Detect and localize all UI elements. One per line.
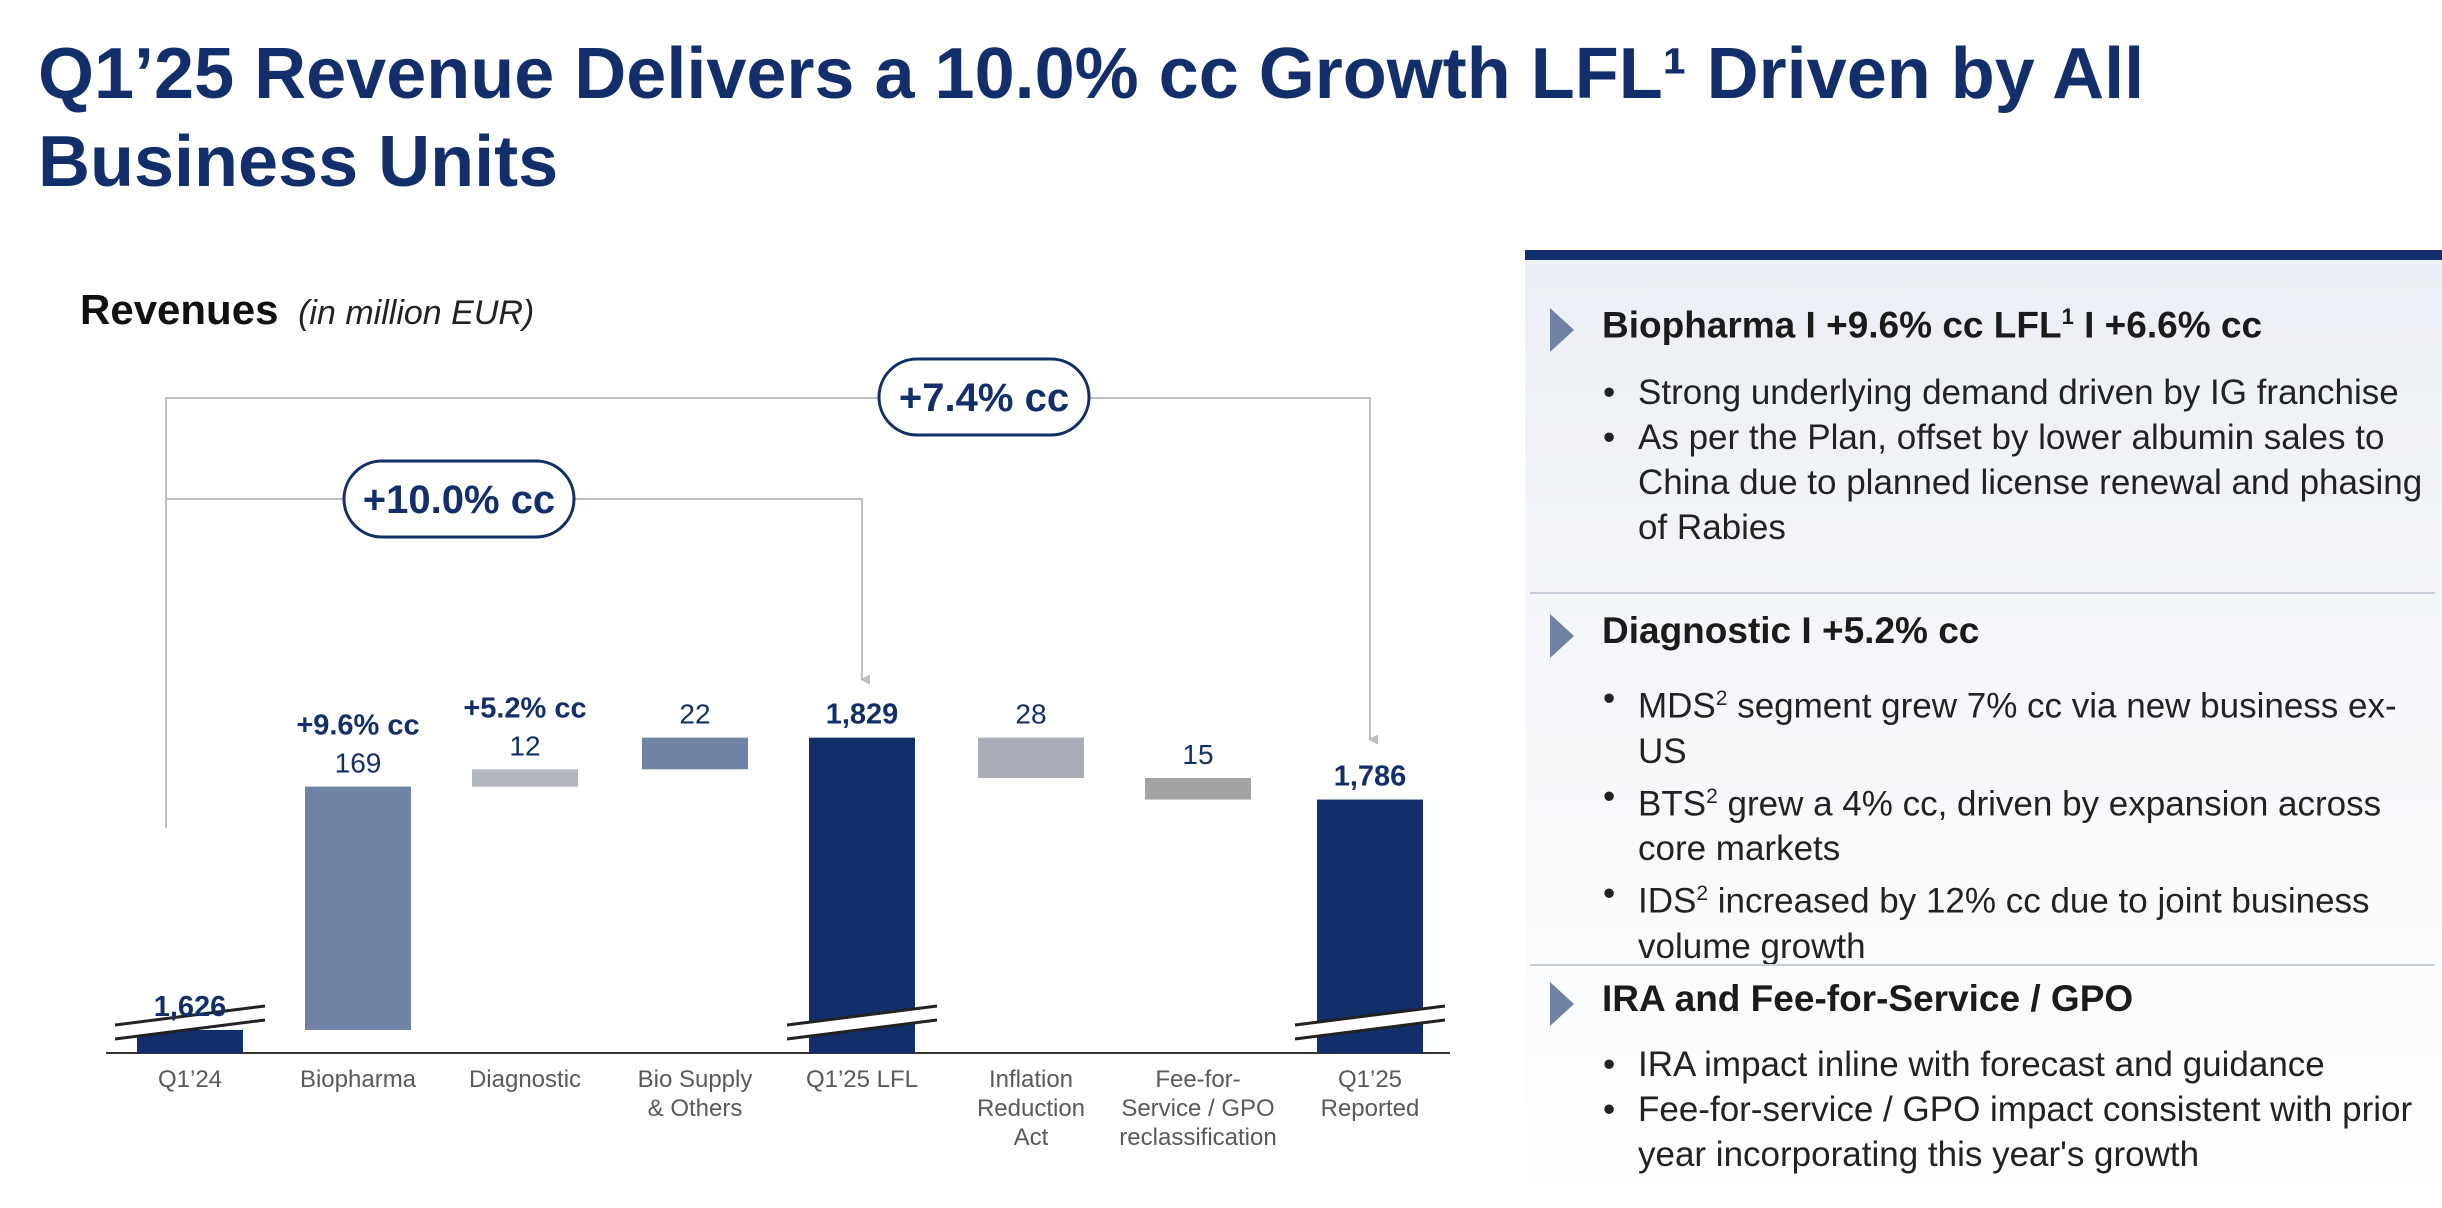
- bar-biopharma: [305, 786, 411, 1030]
- axis-break-line: [786, 1004, 938, 1027]
- growth-label: +9.6% cc: [296, 710, 419, 742]
- growth-annotation-reported-pill: [877, 357, 1091, 437]
- value-label: 15: [1182, 739, 1213, 770]
- growth-annotation-reported-label: +7.4% cc: [899, 376, 1069, 420]
- axis-break-gap: [787, 1006, 937, 1039]
- growth-annotation-lfl-pill: [342, 459, 576, 539]
- value-label: 28: [1015, 699, 1046, 730]
- axis-break-gap: [115, 1006, 265, 1039]
- bar-inflation-reduction-act: [978, 737, 1084, 778]
- x-tick-label: Q1’24: [158, 1066, 222, 1093]
- section-title: IRA and Fee-for-Service / GPO: [1602, 978, 2134, 1019]
- bullet-item: BTS2 grew a 4% cc, driven by expansion a…: [1600, 774, 2435, 872]
- axis-break-mark: [1294, 1004, 1446, 1041]
- section-title: Diagnostic I +5.2% cc: [1602, 610, 1980, 651]
- axis-break-mark: [786, 1004, 938, 1041]
- value-label: 12: [509, 730, 540, 761]
- triangle-bullet-icon: [1550, 614, 1574, 658]
- page-title: Q1’25 Revenue Delivers a 10.0% cc Growth…: [38, 34, 2145, 202]
- bullet-item: As per the Plan, offset by lower albumin…: [1600, 415, 2435, 550]
- axis-break-line: [114, 1018, 266, 1041]
- bullet-list: MDS2 segment grew 7% cc via new business…: [1600, 676, 2435, 969]
- bar-q1-24: [137, 1029, 243, 1053]
- bullet-item: Fee-for-service / GPO impact consistent …: [1600, 1087, 2435, 1177]
- value-label: 1,786: [1334, 761, 1407, 793]
- section-diagnostic: Diagnostic I +5.2% cc MDS2 segment grew …: [1525, 606, 2442, 966]
- bullet-item: Strong underlying demand driven by IG fr…: [1600, 370, 2435, 415]
- triangle-bullet-icon: [1550, 308, 1574, 352]
- value-label: 22: [679, 699, 710, 730]
- growth-annotation-lfl-label: +10.0% cc: [363, 478, 555, 522]
- section-divider: [1530, 592, 2435, 594]
- x-tick-label: Q1’25 Reported: [1321, 1066, 1420, 1122]
- x-tick-label: Inflation Reduction Act: [977, 1066, 1085, 1151]
- x-tick-label: Diagnostic: [469, 1066, 581, 1093]
- axis-break-line: [1294, 1004, 1446, 1027]
- axis-break-line: [1294, 1018, 1446, 1041]
- axis-break-line: [114, 1004, 266, 1027]
- connector-line-reported: [165, 397, 1378, 828]
- bar-diagnostic: [472, 769, 578, 787]
- axis-break-line: [786, 1018, 938, 1041]
- bullet-item: MDS2 segment grew 7% cc via new business…: [1600, 676, 2435, 774]
- axis-break-gap: [1295, 1006, 1445, 1039]
- growth-label: +5.2% cc: [463, 692, 586, 724]
- chart-heading: Revenues (in million EUR): [80, 286, 534, 334]
- value-label: 1,626: [154, 991, 227, 1023]
- bar-bio-supply-others: [642, 737, 748, 770]
- bullet-list: IRA impact inline with forecast and guid…: [1600, 1042, 2435, 1177]
- value-label: 1,829: [826, 699, 899, 731]
- x-tick-label: Bio Supply & Others: [638, 1066, 753, 1122]
- section-title: Biopharma I +9.6% cc LFL1 I +6.6% cc: [1602, 304, 2263, 346]
- bullet-list: Strong underlying demand driven by IG fr…: [1600, 370, 2435, 550]
- commentary-panel: Biopharma I +9.6% cc LFL1 I +6.6% cc Str…: [1525, 250, 2442, 1208]
- x-tick-label: Fee-for-Service / GPO reclassification: [1119, 1066, 1276, 1151]
- bullet-item: IDS2 increased by 12% cc due to joint bu…: [1600, 871, 2435, 969]
- value-label: 169: [335, 748, 382, 779]
- axis-break-mark: [114, 1004, 266, 1041]
- triangle-bullet-icon: [1550, 982, 1574, 1026]
- chart-unit: (in million EUR): [298, 294, 535, 332]
- section-divider: [1530, 964, 2435, 966]
- section-biopharma: Biopharma I +9.6% cc LFL1 I +6.6% cc Str…: [1525, 300, 2442, 547]
- x-tick-label: Biopharma: [300, 1066, 417, 1093]
- section-ira-fee: IRA and Fee-for-Service / GPO IRA impact…: [1525, 974, 2442, 1174]
- bar-fee-for-service-gpo-reclassification: [1145, 777, 1251, 800]
- x-tick-label: Q1’25 LFL: [806, 1066, 918, 1093]
- chart-title: Revenues: [80, 286, 279, 333]
- waterfall-chart: 1,626 169 +9.6% cc 12 +5.2% cc 22 1,829 28 15 1,7…: [106, 357, 1450, 1151]
- bullet-item: IRA impact inline with forecast and guid…: [1600, 1042, 2435, 1087]
- bar-q1-25-lfl: [809, 737, 915, 1053]
